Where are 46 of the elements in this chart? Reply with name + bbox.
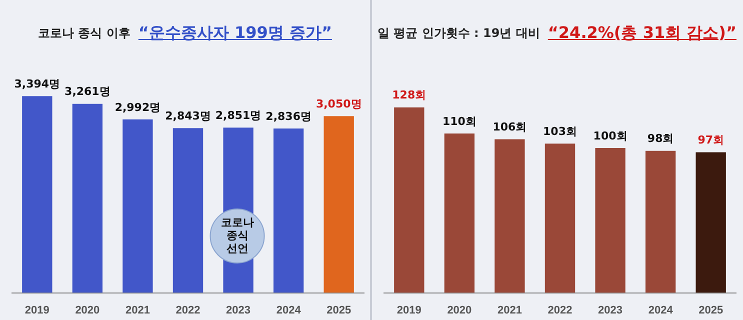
x-tick-label: 2022 (176, 304, 200, 316)
data-label: 100회 (593, 129, 628, 142)
bar (645, 150, 676, 293)
bar (22, 96, 52, 293)
data-label: 2,851명 (215, 108, 262, 122)
bar (72, 104, 103, 293)
x-tick-label: 2020 (75, 304, 100, 316)
x-tick-label: 2019 (396, 304, 422, 316)
bar (172, 128, 204, 293)
bar (595, 148, 626, 293)
bar (444, 133, 475, 293)
x-tick-label: 2021 (125, 304, 150, 316)
bar (544, 144, 576, 293)
chart-title: 코로나 종식 이후 (38, 24, 130, 42)
data-label: 128회 (392, 88, 426, 102)
chart-subtitle: “24.2%(총 31회 감소)” (548, 22, 736, 44)
x-tick-label: 2025 (698, 304, 724, 316)
data-label: 110회 (442, 114, 476, 128)
x-tick-label: 2023 (598, 304, 623, 316)
x-tick-label: 2024 (276, 304, 302, 316)
bar (324, 116, 354, 293)
data-label: 97회 (698, 134, 724, 147)
data-label: 2,843명 (165, 109, 211, 122)
x-tick-label: 2019 (24, 304, 50, 316)
bar (394, 107, 424, 293)
data-label: 2,992명 (114, 100, 161, 114)
data-label: 106회 (492, 120, 527, 134)
annotation: 코로나 종식 선언 (220, 216, 254, 255)
bar (273, 128, 304, 293)
data-label: 98회 (647, 132, 674, 146)
bar (122, 119, 153, 293)
bar (494, 139, 525, 293)
x-tick-label: 2025 (326, 304, 352, 316)
chart-subtitle: “운수종사자 199명 증가” (138, 22, 332, 44)
x-tick-label: 2020 (447, 304, 472, 316)
bar (696, 152, 726, 293)
x-tick-label: 2024 (648, 304, 674, 316)
data-label: 3,261명 (64, 85, 110, 98)
x-tick-label: 2022 (548, 304, 572, 316)
data-label: 3,394명 (14, 78, 60, 90)
x-tick-label: 2021 (497, 304, 522, 316)
data-label: 2,836명 (266, 110, 312, 123)
x-tick-label: 2023 (226, 304, 251, 316)
data-label: 103회 (543, 124, 577, 138)
data-label: 3,050명 (316, 97, 362, 110)
chart-title: 일 평균 인가횟수 : 19년 대비 (378, 24, 540, 42)
